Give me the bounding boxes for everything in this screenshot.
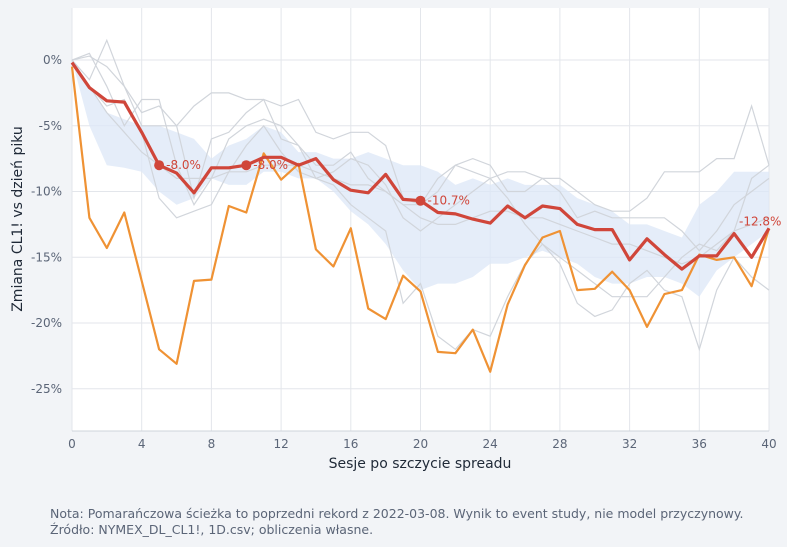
y-tick-label: 0% [43,53,62,67]
marker-point [415,195,426,206]
marker-point [241,160,252,171]
x-tick-label: 20 [413,437,428,451]
marker-point [154,160,165,171]
y-tick-label: -25% [31,382,62,396]
historical-episode-line [71,59,770,265]
y-tick-label: -15% [31,250,62,264]
markers: -8.0% -8.0% -10.7% -12.8% [154,158,781,228]
marker-label: -12.8% [739,214,781,228]
tick-labels: 0 4 8 12 16 20 24 28 32 36 40 0% -5% -10% -15% -20% -25% [31,53,777,451]
source-note: Źródło: NYMEX_DL_CL1!, 1D.csv; obliczeni… [50,522,374,537]
historical-episode-line [71,38,770,298]
x-tick-label: 16 [343,437,358,451]
y-tick-label: -20% [31,316,62,330]
x-tick-label: 36 [692,437,707,451]
x-tick-label: 40 [761,437,776,451]
x-axis-title: Sesje po szczycie spreadu [329,456,512,472]
y-tick-label: -5% [39,119,62,133]
x-tick-label: 32 [622,437,637,451]
x-tick-label: 12 [273,437,288,451]
y-tick-label: -10% [31,185,62,199]
y-axis-title: Zmiana CL1! vs dzień piku [10,126,26,312]
x-tick-label: 4 [138,437,146,451]
x-tick-label: 24 [483,437,498,451]
x-tick-label: 28 [552,437,567,451]
marker-label: -8.0% [253,158,288,172]
historical-episode-line [71,59,770,352]
marker-label: -8.0% [166,158,201,172]
footnote: Nota: Pomarańczowa ścieżka to poprzedni … [50,506,744,521]
previous-record-line [70,66,771,373]
x-tick-label: 8 [208,437,216,451]
x-tick-label: 0 [68,437,76,451]
marker-label: -10.7% [428,194,470,208]
